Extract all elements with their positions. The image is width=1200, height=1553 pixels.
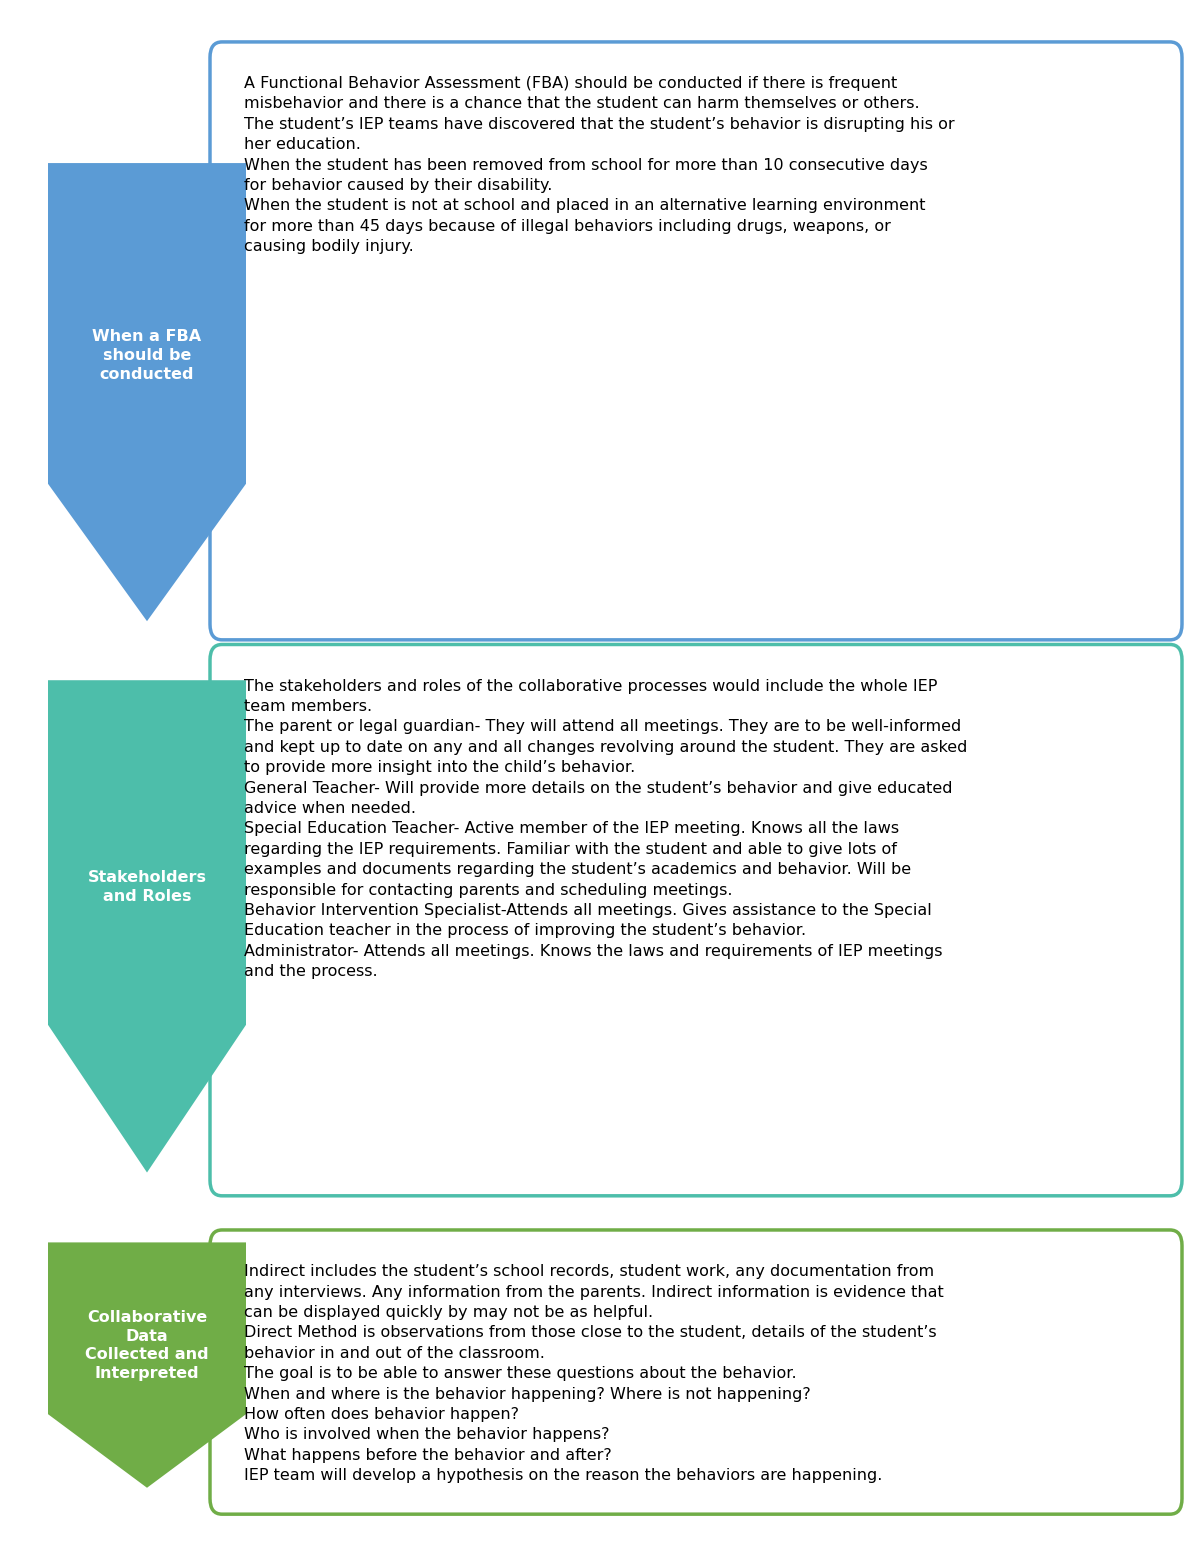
Polygon shape bbox=[48, 163, 246, 621]
FancyBboxPatch shape bbox=[210, 42, 1182, 640]
FancyBboxPatch shape bbox=[210, 644, 1182, 1196]
Text: When a FBA
should be
conducted: When a FBA should be conducted bbox=[92, 329, 202, 382]
Text: Indirect includes the student’s school records, student work, any documentation : Indirect includes the student’s school r… bbox=[244, 1264, 943, 1483]
Text: Collaborative
Data
Collected and
Interpreted: Collaborative Data Collected and Interpr… bbox=[85, 1311, 209, 1381]
FancyBboxPatch shape bbox=[210, 1230, 1182, 1514]
Polygon shape bbox=[48, 1242, 246, 1488]
Text: A Functional Behavior Assessment (FBA) should be conducted if there is frequent
: A Functional Behavior Assessment (FBA) s… bbox=[244, 76, 954, 255]
Polygon shape bbox=[48, 680, 246, 1173]
Text: The stakeholders and roles of the collaborative processes would include the whol: The stakeholders and roles of the collab… bbox=[244, 679, 967, 980]
Text: Stakeholders
and Roles: Stakeholders and Roles bbox=[88, 870, 206, 904]
